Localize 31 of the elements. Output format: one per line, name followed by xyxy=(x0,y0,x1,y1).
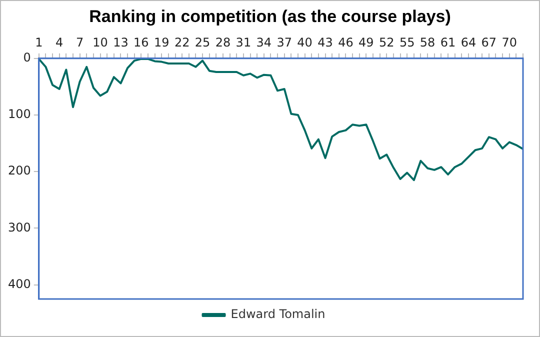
legend-label: Edward Tomalin xyxy=(230,307,326,322)
chart-title: Ranking in competition (as the course plays) xyxy=(88,7,452,27)
x-tick-label: 13 xyxy=(113,35,128,50)
x-tick-label: 22 xyxy=(174,35,190,50)
y-tick-label: 100 xyxy=(8,107,31,122)
x-tick-label: 25 xyxy=(194,35,210,50)
x-tick-label: 46 xyxy=(338,35,354,50)
x-tick-label: 52 xyxy=(378,35,394,50)
x-tick-label: 64 xyxy=(460,35,476,50)
x-tick-label: 19 xyxy=(154,35,170,50)
x-tick-label: 67 xyxy=(481,35,497,50)
x-tick-label: 28 xyxy=(215,35,231,50)
x-tick-label: 40 xyxy=(297,35,312,50)
x-tick-label: 49 xyxy=(358,35,374,50)
x-tick-label: 61 xyxy=(440,35,456,50)
x-tick-label: 16 xyxy=(134,35,149,50)
y-tick-label: 400 xyxy=(8,276,31,291)
x-tick-label: 31 xyxy=(236,35,252,50)
x-tick-label: 1 xyxy=(35,35,43,50)
x-tick-label: 37 xyxy=(276,35,292,50)
x-tick-label: 34 xyxy=(256,35,272,50)
x-tick-label: 70 xyxy=(502,35,518,50)
x-tick-label: 58 xyxy=(420,35,436,50)
x-tick-label: 55 xyxy=(399,35,415,50)
y-tick-label: 0 xyxy=(23,50,31,65)
x-tick-label: 10 xyxy=(92,35,108,50)
y-tick-label: 200 xyxy=(8,164,31,178)
x-tick-label: 4 xyxy=(56,35,64,50)
x-tick-label: 7 xyxy=(76,35,84,50)
x-tick-label: 43 xyxy=(318,35,333,50)
y-tick-label: 300 xyxy=(8,220,31,234)
